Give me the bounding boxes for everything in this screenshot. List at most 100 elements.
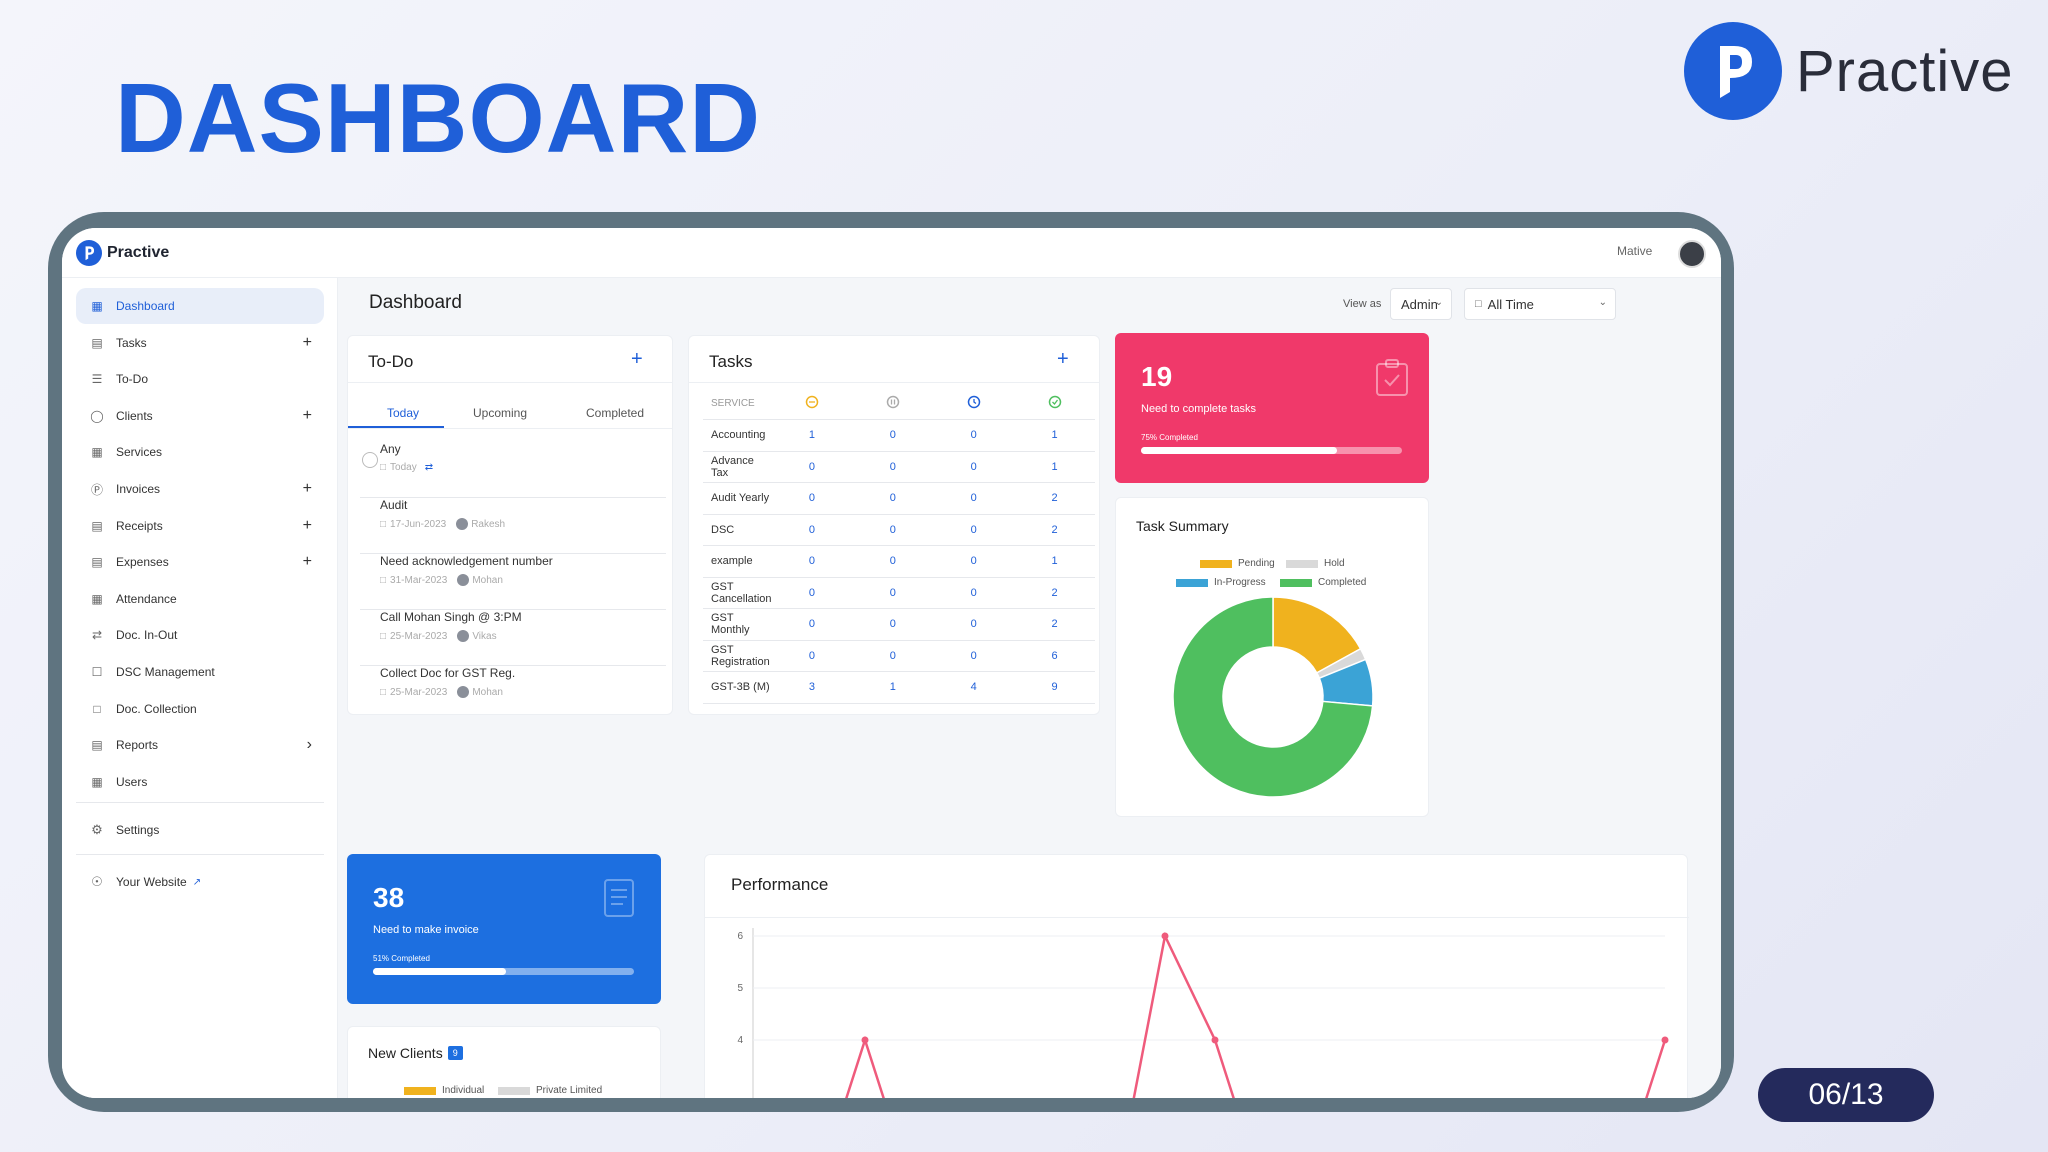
task-count-cell[interactable]: 1: [1014, 545, 1095, 578]
performance-point[interactable]: [861, 1036, 869, 1044]
sidebar-item-your-website[interactable]: ☉ Your Website ↗: [76, 864, 324, 900]
task-count-cell[interactable]: 0: [771, 640, 853, 672]
table-row[interactable]: Advance Tax 0 0 0 1: [703, 451, 1095, 483]
task-count-cell[interactable]: 0: [933, 608, 1015, 641]
tab-completed[interactable]: Completed: [585, 406, 645, 420]
table-row[interactable]: DSC 0 0 0 2: [703, 514, 1095, 546]
donut-slice-completed[interactable]: [1172, 596, 1374, 798]
task-count-cell[interactable]: 2: [1014, 514, 1095, 546]
task-count-cell[interactable]: 1: [1014, 419, 1095, 452]
add-clients-button[interactable]: +: [302, 406, 312, 424]
task-count-cell[interactable]: 0: [933, 451, 1015, 483]
task-count-cell[interactable]: 0: [771, 482, 853, 515]
task-count-cell[interactable]: 0: [852, 419, 934, 452]
task-count-cell[interactable]: 0: [771, 577, 853, 609]
task-count-cell[interactable]: 0: [933, 419, 1015, 452]
todo-list-item[interactable]: Need acknowledgement number □ 31-Mar-2023 M…: [360, 554, 666, 610]
legend-hold[interactable]: Hold: [1286, 558, 1345, 569]
task-count-cell[interactable]: 2: [1014, 577, 1095, 609]
todo-checkbox[interactable]: [362, 452, 378, 468]
table-row[interactable]: GST Registration 0 0 0 6: [703, 640, 1095, 672]
chevron-right-icon[interactable]: ›: [306, 736, 312, 754]
sidebar-item-expenses[interactable]: ▤ Expenses +: [76, 544, 324, 580]
todo-list-item[interactable]: Collect Doc for GST Reg. □ 25-Mar-2023 Moha…: [360, 666, 666, 714]
add-task-button[interactable]: +: [1057, 348, 1069, 370]
task-count-cell[interactable]: 1: [771, 419, 853, 452]
todo-list-item[interactable]: Any □ Today ⇄: [360, 442, 666, 498]
avatar[interactable]: [1678, 240, 1706, 268]
sidebar-item-doc-collection[interactable]: □ Doc. Collection: [76, 691, 324, 727]
sidebar-item-settings[interactable]: ⚙ Settings: [76, 812, 324, 848]
task-count-cell[interactable]: 1: [852, 671, 934, 704]
task-count-cell[interactable]: 0: [852, 703, 934, 714]
invoice-card[interactable]: 38 Need to make invoice 51% Completed: [347, 854, 661, 1004]
task-count-cell[interactable]: 0: [933, 545, 1015, 578]
table-row[interactable]: example 0 0 0 1: [703, 545, 1095, 578]
sidebar-item-clients[interactable]: ◯ Clients +: [76, 398, 324, 434]
user-name[interactable]: Mative: [1617, 244, 1653, 258]
task-count-cell[interactable]: 0: [771, 514, 853, 546]
task-count-cell[interactable]: 0: [852, 451, 934, 483]
task-count-cell[interactable]: 0: [771, 451, 853, 483]
sidebar-item-reports[interactable]: ▤ Reports ›: [76, 727, 324, 763]
sidebar-item-attendance[interactable]: ▦ Attendance: [76, 581, 324, 617]
add-todo-button[interactable]: +: [631, 348, 643, 370]
todo-list-item[interactable]: Call Mohan Singh @ 3:PM □ 25-Mar-2023 Vikas: [360, 610, 666, 666]
sidebar-item-dashboard[interactable]: ▦ Dashboard: [76, 288, 324, 324]
tab-upcoming[interactable]: Upcoming: [472, 406, 528, 420]
legend-in-progress[interactable]: In-Progress: [1176, 577, 1266, 588]
table-row[interactable]: GST Cancellation 0 0 0 2: [703, 577, 1095, 609]
task-count-cell[interactable]: 6: [1014, 640, 1095, 672]
task-count-cell[interactable]: 0: [852, 482, 934, 515]
sidebar-item-users[interactable]: ▦ Users: [76, 764, 324, 800]
hold-icon[interactable]: [852, 388, 934, 420]
table-row[interactable]: GST Monthly 0 0 0 2: [703, 608, 1095, 641]
task-count-cell[interactable]: 5: [1014, 703, 1095, 714]
performance-point[interactable]: [1161, 932, 1169, 940]
tab-today[interactable]: Today: [386, 406, 420, 420]
add-invoices-button[interactable]: +: [302, 480, 312, 497]
legend-completed[interactable]: Completed: [1280, 577, 1366, 588]
sidebar-item-receipts[interactable]: ▤ Receipts +: [76, 508, 324, 544]
sidebar-item-doc-in-out[interactable]: ⇄ Doc. In-Out: [76, 617, 324, 653]
time-filter-select[interactable]: □ All Time ⌄: [1464, 288, 1616, 320]
task-count-cell[interactable]: 9: [1014, 671, 1095, 704]
task-count-cell[interactable]: 0: [852, 640, 934, 672]
in-progress-icon[interactable]: [933, 388, 1015, 420]
add-expenses-button[interactable]: +: [302, 553, 312, 571]
task-count-cell[interactable]: 0: [933, 577, 1015, 609]
task-count-cell[interactable]: 3: [771, 671, 853, 704]
task-count-cell[interactable]: 4: [933, 671, 1015, 704]
sidebar-item-services[interactable]: ▦ Services: [76, 434, 324, 470]
task-count-cell[interactable]: 1: [1014, 451, 1095, 483]
task-count-cell[interactable]: 0: [933, 703, 1015, 714]
sidebar-item-invoices[interactable]: Ⓟ Invoices +: [76, 471, 324, 507]
legend-pending[interactable]: Pending: [1200, 558, 1275, 569]
sidebar-item-dsc-management[interactable]: ☐ DSC Management: [76, 654, 324, 690]
task-count-cell[interactable]: 2: [1014, 608, 1095, 641]
table-row[interactable]: Audit Yearly 0 0 0 2: [703, 482, 1095, 515]
performance-point[interactable]: [1211, 1036, 1219, 1044]
sidebar-item-to-do[interactable]: ☰ To-Do: [76, 361, 324, 397]
task-count-cell[interactable]: 0: [933, 514, 1015, 546]
task-count-cell[interactable]: 0: [852, 545, 934, 578]
complete-tasks-card[interactable]: 19 Need to complete tasks 75% Completed: [1115, 333, 1429, 483]
task-count-cell[interactable]: 0: [933, 482, 1015, 515]
table-row[interactable]: GST-3B (Q)5005: [703, 703, 1095, 714]
task-count-cell[interactable]: 0: [852, 608, 934, 641]
completed-icon[interactable]: [1014, 388, 1095, 420]
pending-icon[interactable]: [771, 388, 853, 420]
legend-private-limited[interactable]: Private Limited: [498, 1085, 602, 1096]
sidebar-item-tasks[interactable]: ▤ Tasks +: [76, 325, 324, 361]
todo-list-item[interactable]: Audit □ 17-Jun-2023 Rakesh: [360, 498, 666, 554]
task-count-cell[interactable]: 2: [1014, 482, 1095, 515]
table-row[interactable]: GST-3B (M) 3 1 4 9: [703, 671, 1095, 704]
legend-individual[interactable]: Individual: [404, 1085, 484, 1096]
task-count-cell[interactable]: 0: [852, 577, 934, 609]
task-count-cell[interactable]: 0: [852, 514, 934, 546]
task-count-cell[interactable]: 0: [933, 640, 1015, 672]
task-count-cell[interactable]: 5: [771, 703, 853, 714]
add-receipts-button[interactable]: +: [302, 516, 312, 534]
view-as-select[interactable]: Admin ⌄: [1390, 288, 1452, 320]
add-tasks-button[interactable]: +: [302, 333, 312, 351]
